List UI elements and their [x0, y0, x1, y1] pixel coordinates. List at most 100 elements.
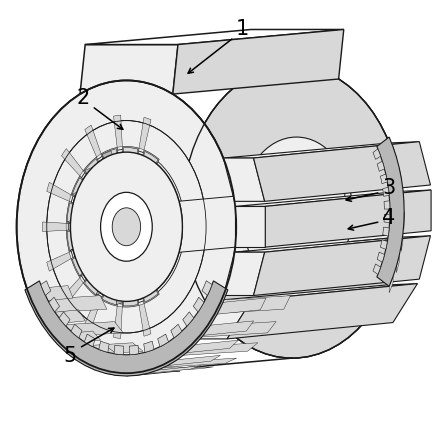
Polygon shape: [179, 186, 345, 252]
Polygon shape: [265, 190, 431, 247]
Polygon shape: [399, 168, 401, 185]
Polygon shape: [70, 240, 96, 251]
Polygon shape: [393, 147, 396, 164]
Ellipse shape: [111, 206, 142, 248]
Polygon shape: [235, 206, 265, 247]
Polygon shape: [138, 273, 159, 304]
Polygon shape: [129, 345, 139, 355]
Polygon shape: [235, 190, 431, 206]
Ellipse shape: [240, 137, 353, 286]
Ellipse shape: [68, 149, 184, 304]
Ellipse shape: [112, 208, 141, 246]
Polygon shape: [102, 151, 119, 177]
Polygon shape: [76, 246, 85, 257]
Polygon shape: [122, 146, 139, 173]
Ellipse shape: [101, 192, 152, 261]
Polygon shape: [116, 277, 128, 305]
Ellipse shape: [71, 152, 182, 302]
Polygon shape: [49, 331, 101, 345]
Polygon shape: [71, 324, 82, 338]
Polygon shape: [113, 115, 122, 147]
Polygon shape: [101, 147, 120, 177]
Polygon shape: [222, 283, 417, 300]
Polygon shape: [124, 280, 138, 306]
Polygon shape: [85, 29, 344, 44]
Polygon shape: [80, 257, 103, 276]
Polygon shape: [389, 276, 393, 293]
Polygon shape: [85, 167, 106, 188]
Polygon shape: [377, 161, 385, 171]
Polygon shape: [85, 358, 166, 368]
Polygon shape: [18, 237, 400, 373]
Polygon shape: [71, 248, 95, 278]
Polygon shape: [158, 334, 169, 347]
Polygon shape: [168, 356, 220, 365]
Polygon shape: [124, 148, 138, 173]
Ellipse shape: [47, 121, 206, 333]
Polygon shape: [383, 187, 389, 196]
Polygon shape: [396, 256, 399, 273]
Polygon shape: [85, 267, 96, 278]
Polygon shape: [139, 273, 158, 302]
Polygon shape: [66, 201, 88, 225]
Polygon shape: [99, 341, 109, 353]
Polygon shape: [106, 369, 159, 375]
Polygon shape: [171, 324, 182, 338]
Polygon shape: [46, 321, 123, 337]
Polygon shape: [71, 176, 95, 205]
Polygon shape: [122, 280, 139, 307]
Polygon shape: [187, 340, 238, 353]
Polygon shape: [203, 321, 254, 335]
Polygon shape: [72, 249, 94, 276]
Polygon shape: [101, 276, 120, 306]
Polygon shape: [42, 222, 66, 232]
Polygon shape: [74, 222, 79, 232]
Text: 1: 1: [236, 19, 249, 39]
Polygon shape: [47, 252, 71, 271]
Polygon shape: [217, 298, 266, 314]
Polygon shape: [254, 142, 431, 201]
Ellipse shape: [182, 65, 402, 358]
Polygon shape: [197, 300, 252, 339]
Polygon shape: [132, 367, 213, 373]
Polygon shape: [47, 182, 71, 201]
Polygon shape: [102, 149, 120, 177]
Polygon shape: [32, 295, 107, 314]
Polygon shape: [32, 292, 222, 373]
Polygon shape: [223, 252, 265, 295]
Polygon shape: [223, 142, 419, 158]
Polygon shape: [61, 278, 83, 305]
Polygon shape: [80, 44, 178, 94]
Polygon shape: [198, 321, 276, 337]
Polygon shape: [67, 203, 88, 223]
Polygon shape: [401, 234, 403, 251]
Polygon shape: [67, 230, 88, 251]
Polygon shape: [373, 149, 381, 159]
Polygon shape: [179, 343, 258, 356]
Ellipse shape: [71, 152, 182, 302]
Polygon shape: [61, 149, 83, 176]
Polygon shape: [148, 366, 201, 373]
Polygon shape: [193, 297, 204, 312]
Polygon shape: [403, 190, 404, 207]
Polygon shape: [85, 296, 101, 328]
Polygon shape: [67, 219, 94, 223]
Ellipse shape: [17, 80, 236, 373]
Polygon shape: [25, 286, 73, 302]
Polygon shape: [138, 150, 159, 181]
Text: 4: 4: [382, 208, 396, 228]
Polygon shape: [381, 174, 387, 184]
Polygon shape: [235, 236, 431, 252]
Polygon shape: [139, 118, 151, 150]
Polygon shape: [139, 304, 151, 336]
Polygon shape: [227, 283, 417, 339]
Text: 2: 2: [77, 88, 90, 108]
Polygon shape: [72, 178, 94, 204]
Polygon shape: [183, 312, 194, 326]
Polygon shape: [384, 214, 390, 222]
Polygon shape: [223, 158, 265, 201]
Polygon shape: [139, 151, 158, 181]
Polygon shape: [173, 29, 344, 94]
Polygon shape: [120, 158, 130, 164]
Polygon shape: [102, 276, 120, 305]
